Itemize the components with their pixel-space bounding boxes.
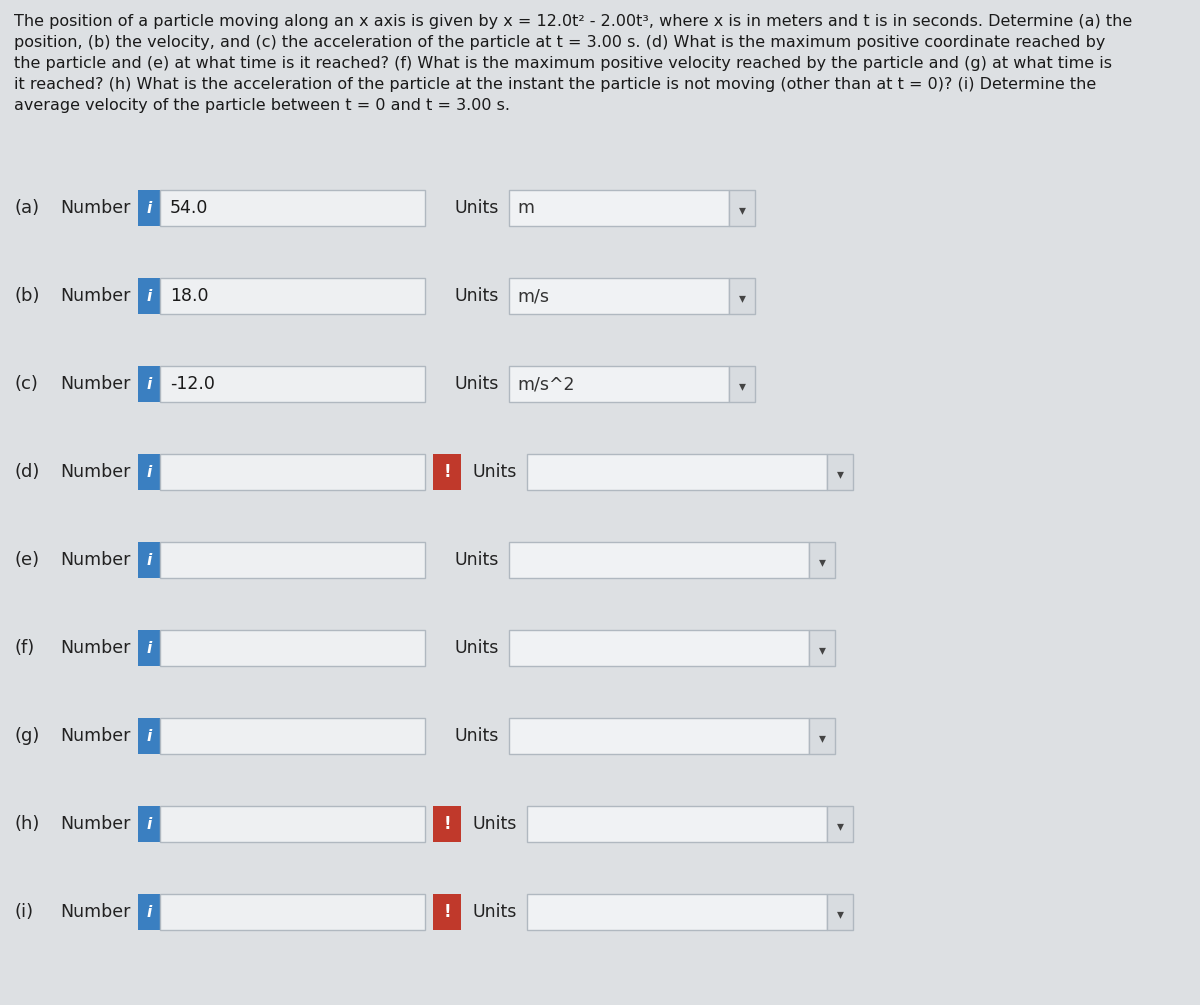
Bar — [160, 278, 425, 314]
Text: (i): (i) — [14, 903, 34, 921]
Bar — [809, 630, 835, 666]
Bar — [160, 630, 425, 666]
Text: ▾: ▾ — [738, 291, 745, 305]
Text: 18.0: 18.0 — [170, 287, 209, 305]
Text: Number: Number — [60, 639, 131, 657]
Text: The position of a particle moving along an x axis is given by x = 12.0t² - 2.00t: The position of a particle moving along … — [14, 14, 1133, 113]
Bar — [160, 454, 425, 490]
Text: Units: Units — [473, 463, 517, 481]
Text: i: i — [146, 816, 151, 831]
Bar — [138, 806, 160, 842]
Text: Units: Units — [455, 199, 499, 217]
Text: Units: Units — [455, 727, 499, 745]
Text: Number: Number — [60, 727, 131, 745]
Bar — [433, 454, 461, 490]
Text: (f): (f) — [14, 639, 35, 657]
Bar — [730, 366, 755, 402]
Bar — [527, 894, 827, 930]
Text: !: ! — [443, 903, 451, 921]
Bar — [509, 190, 730, 226]
Text: Number: Number — [60, 463, 131, 481]
Bar — [509, 278, 730, 314]
Text: i: i — [146, 904, 151, 920]
Text: Number: Number — [60, 199, 131, 217]
Text: ▾: ▾ — [836, 819, 844, 833]
Text: Units: Units — [455, 551, 499, 569]
Text: i: i — [146, 640, 151, 655]
Bar — [509, 630, 809, 666]
Text: ▾: ▾ — [836, 467, 844, 481]
Bar — [138, 542, 160, 578]
Text: ▾: ▾ — [738, 203, 745, 217]
Text: Number: Number — [60, 375, 131, 393]
Text: (d): (d) — [14, 463, 40, 481]
Bar — [730, 190, 755, 226]
Bar — [433, 806, 461, 842]
Bar — [138, 278, 160, 314]
Bar — [809, 718, 835, 754]
Bar — [160, 806, 425, 842]
Bar — [160, 190, 425, 226]
Bar — [138, 190, 160, 226]
Bar — [138, 366, 160, 402]
Bar — [433, 894, 461, 930]
Text: ▾: ▾ — [818, 731, 826, 745]
Text: 54.0: 54.0 — [170, 199, 209, 217]
Text: Number: Number — [60, 815, 131, 833]
Text: i: i — [146, 464, 151, 479]
Text: Units: Units — [455, 375, 499, 393]
Text: m/s: m/s — [517, 287, 550, 305]
Bar — [509, 542, 809, 578]
Text: i: i — [146, 288, 151, 304]
Text: i: i — [146, 729, 151, 744]
Text: (h): (h) — [14, 815, 40, 833]
Text: Number: Number — [60, 287, 131, 305]
Text: i: i — [146, 377, 151, 392]
Bar — [138, 718, 160, 754]
Bar — [527, 454, 827, 490]
Text: ▾: ▾ — [818, 555, 826, 569]
Bar — [160, 542, 425, 578]
Text: (b): (b) — [14, 287, 40, 305]
Bar — [160, 718, 425, 754]
Bar — [509, 718, 809, 754]
Bar — [160, 366, 425, 402]
Bar — [138, 630, 160, 666]
Text: Units: Units — [455, 639, 499, 657]
Text: ▾: ▾ — [738, 379, 745, 393]
Text: ▾: ▾ — [836, 907, 844, 921]
Bar — [138, 894, 160, 930]
Text: i: i — [146, 201, 151, 215]
Bar — [827, 894, 853, 930]
Text: Number: Number — [60, 551, 131, 569]
Text: (c): (c) — [14, 375, 38, 393]
Text: !: ! — [443, 463, 451, 481]
Bar — [509, 366, 730, 402]
Text: (a): (a) — [14, 199, 40, 217]
Text: Number: Number — [60, 903, 131, 921]
Text: Units: Units — [473, 815, 517, 833]
Text: m/s^2: m/s^2 — [517, 375, 575, 393]
Text: ▾: ▾ — [818, 643, 826, 657]
Bar — [527, 806, 827, 842]
Bar — [730, 278, 755, 314]
Bar — [138, 454, 160, 490]
Bar — [809, 542, 835, 578]
Text: m: m — [517, 199, 534, 217]
Text: -12.0: -12.0 — [170, 375, 215, 393]
Text: Units: Units — [473, 903, 517, 921]
Bar — [160, 894, 425, 930]
Bar — [827, 454, 853, 490]
Text: (e): (e) — [14, 551, 40, 569]
Text: (g): (g) — [14, 727, 40, 745]
Text: Units: Units — [455, 287, 499, 305]
Text: !: ! — [443, 815, 451, 833]
Bar — [827, 806, 853, 842]
Text: i: i — [146, 553, 151, 568]
